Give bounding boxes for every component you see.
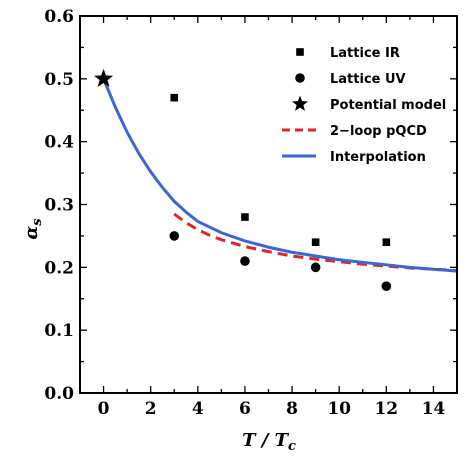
x-tick-label: 2 — [145, 399, 157, 419]
x-axis-label: T / Tc — [242, 430, 296, 454]
y-tick-label: 0.6 — [44, 7, 74, 27]
lattice-uv-point — [169, 231, 180, 241]
series-markers — [94, 68, 392, 291]
x-axis-label-subscript: c — [288, 439, 296, 454]
potential-model-point — [94, 68, 114, 87]
lattice-ir-point — [241, 213, 249, 221]
x-tick-label: 12 — [374, 399, 398, 419]
legend: Lattice IR Lattice UV Potential model 2−loo… — [282, 46, 446, 165]
x-tick-label: 4 — [192, 399, 204, 419]
y-tick-label: 0.1 — [44, 321, 74, 341]
y-tick-label: 0.0 — [44, 384, 74, 404]
x-tick-label: 0 — [98, 399, 110, 419]
y-axis-label-main: α — [21, 226, 42, 240]
legend-2-loop-pqcd-label: 2−loop pQCD — [330, 124, 427, 139]
lattice-uv-point — [381, 281, 392, 291]
x-tick-label: 6 — [239, 399, 251, 419]
legend-potential-model-swatch — [291, 95, 309, 111]
x-axis-label-main: T / T — [242, 430, 290, 451]
y-tick-label: 0.4 — [44, 133, 74, 153]
lattice-uv-point — [240, 256, 250, 266]
y-axis-label-subscript: s — [30, 218, 45, 226]
lattice-ir-point — [311, 238, 320, 246]
tick-labels: 0 2 4 6 8 10 12 14 0.0 0.1 0.2 0.3 0.4 0.5 0.6 — [44, 7, 445, 419]
legend-lattice-ir-label: Lattice IR — [330, 46, 400, 61]
lattice-ir-point — [170, 93, 179, 102]
interpolation-line — [102, 78, 458, 273]
y-tick-label: 0.2 — [44, 258, 74, 278]
x-tick-label: 10 — [327, 399, 351, 419]
legend-potential-model-label: Potential model — [330, 98, 446, 113]
plot-frame — [79, 15, 458, 394]
legend-lattice-ir-swatch — [296, 48, 304, 56]
lattice-uv-point — [310, 262, 321, 273]
y-tick-label: 0.3 — [44, 196, 74, 216]
legend-interpolation-label: Interpolation — [330, 150, 426, 165]
x-tick-label: 14 — [422, 399, 446, 419]
legend-lattice-uv-label: Lattice UV — [330, 72, 406, 87]
series-lines — [102, 78, 458, 273]
y-tick-label: 0.5 — [44, 70, 74, 90]
2-loop-pqcd-line — [173, 212, 458, 272]
x-tick-label: 8 — [286, 399, 298, 419]
y-axis-label: αs — [21, 218, 45, 240]
legend-lattice-uv-swatch — [295, 73, 305, 83]
lattice-ir-point — [382, 238, 391, 246]
